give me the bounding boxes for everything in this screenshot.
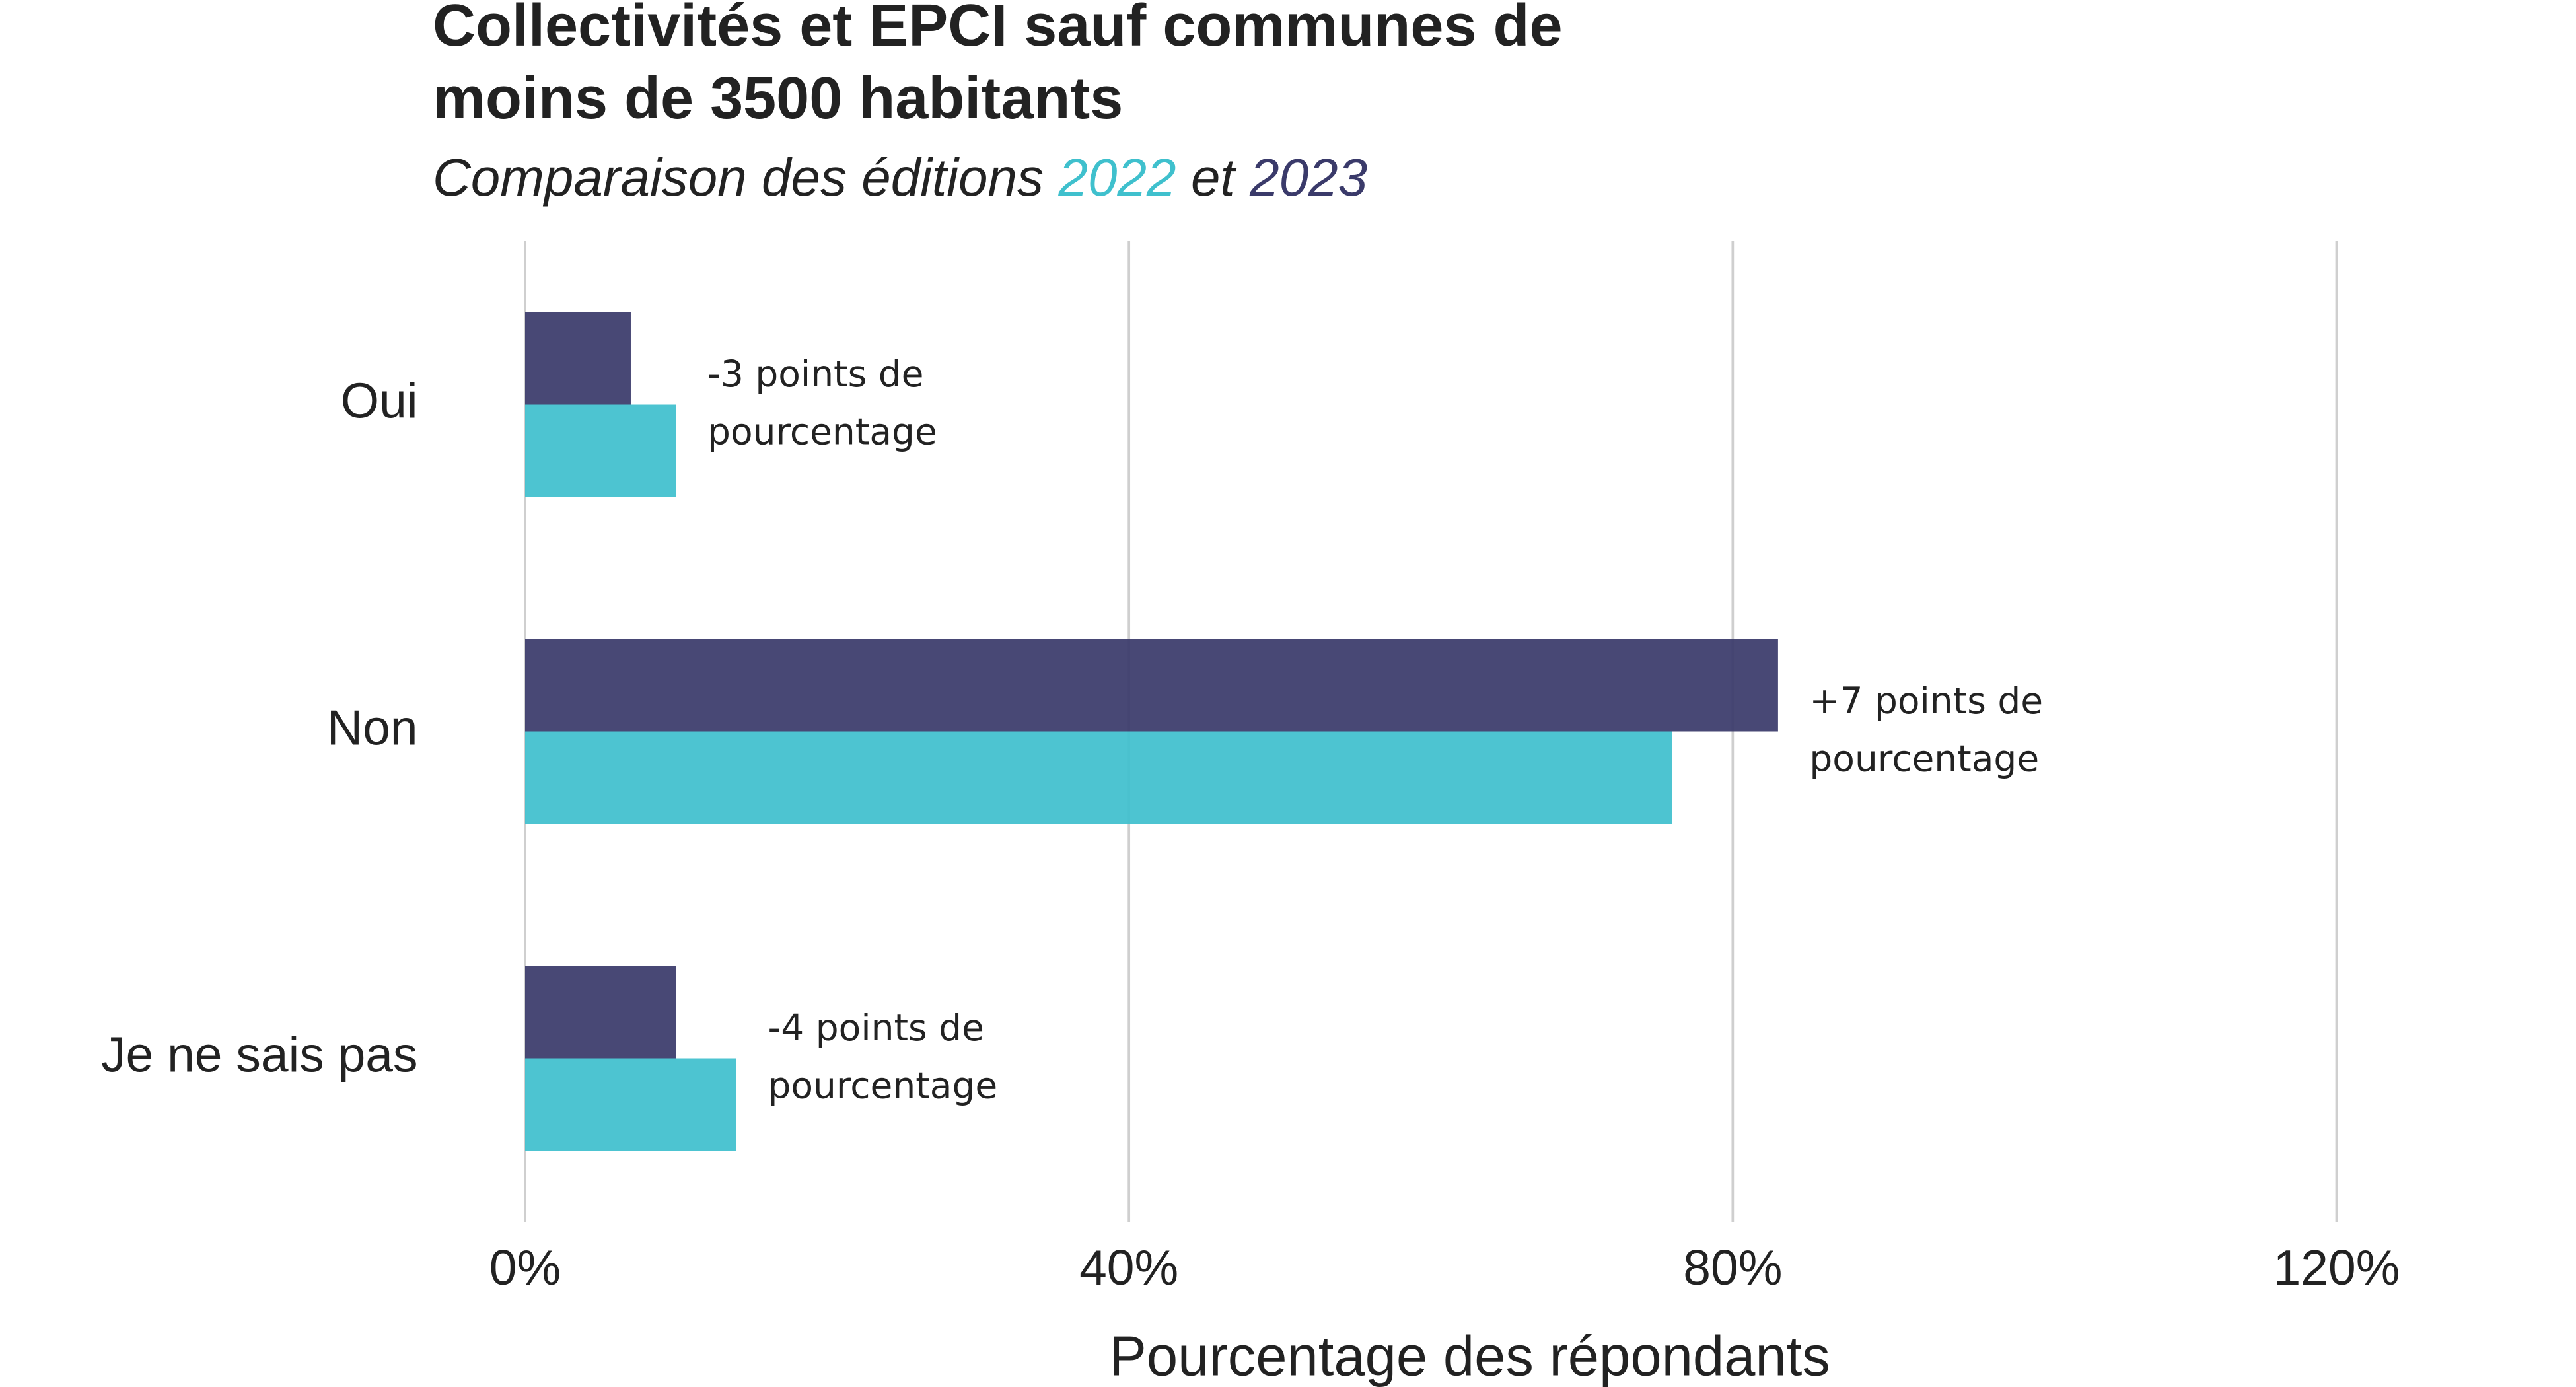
bar — [525, 639, 1778, 732]
y-tick-label: Je ne sais pas — [101, 1026, 417, 1082]
y-tick-label: Non — [327, 699, 418, 755]
annotation: -4 points de — [768, 1007, 984, 1049]
chart-title: moins de 3500 habitants — [433, 65, 1123, 131]
annotation: pourcentage — [707, 411, 937, 453]
x-tick-label: 0% — [489, 1240, 561, 1295]
x-tick-label: 40% — [1079, 1240, 1178, 1295]
x-axis-label: Pourcentage des répondants — [1109, 1325, 1830, 1387]
bar — [525, 1058, 736, 1151]
bar — [525, 731, 1672, 824]
bar — [525, 404, 676, 497]
annotation: +7 points de — [1809, 680, 2043, 722]
annotation: -3 points de — [707, 353, 923, 395]
subtitle-text: et — [1191, 148, 1236, 207]
annotation: pourcentage — [768, 1065, 997, 1107]
bar — [525, 312, 631, 405]
x-tick-label: 80% — [1683, 1240, 1782, 1295]
bar — [525, 966, 676, 1059]
x-tick-label: 120% — [2273, 1240, 2400, 1295]
chart-title: Collectivités et EPCI sauf communes de — [433, 0, 1563, 59]
annotation: pourcentage — [1809, 738, 2039, 780]
subtitle-year: 2022 — [1057, 148, 1176, 207]
chart-subtitle: Comparaison des éditions 2022 et 2023 — [433, 148, 1367, 207]
subtitle-year: 2023 — [1249, 148, 1367, 207]
subtitle-text: Comparaison des éditions — [433, 148, 1044, 207]
y-tick-label: Oui — [341, 373, 418, 428]
